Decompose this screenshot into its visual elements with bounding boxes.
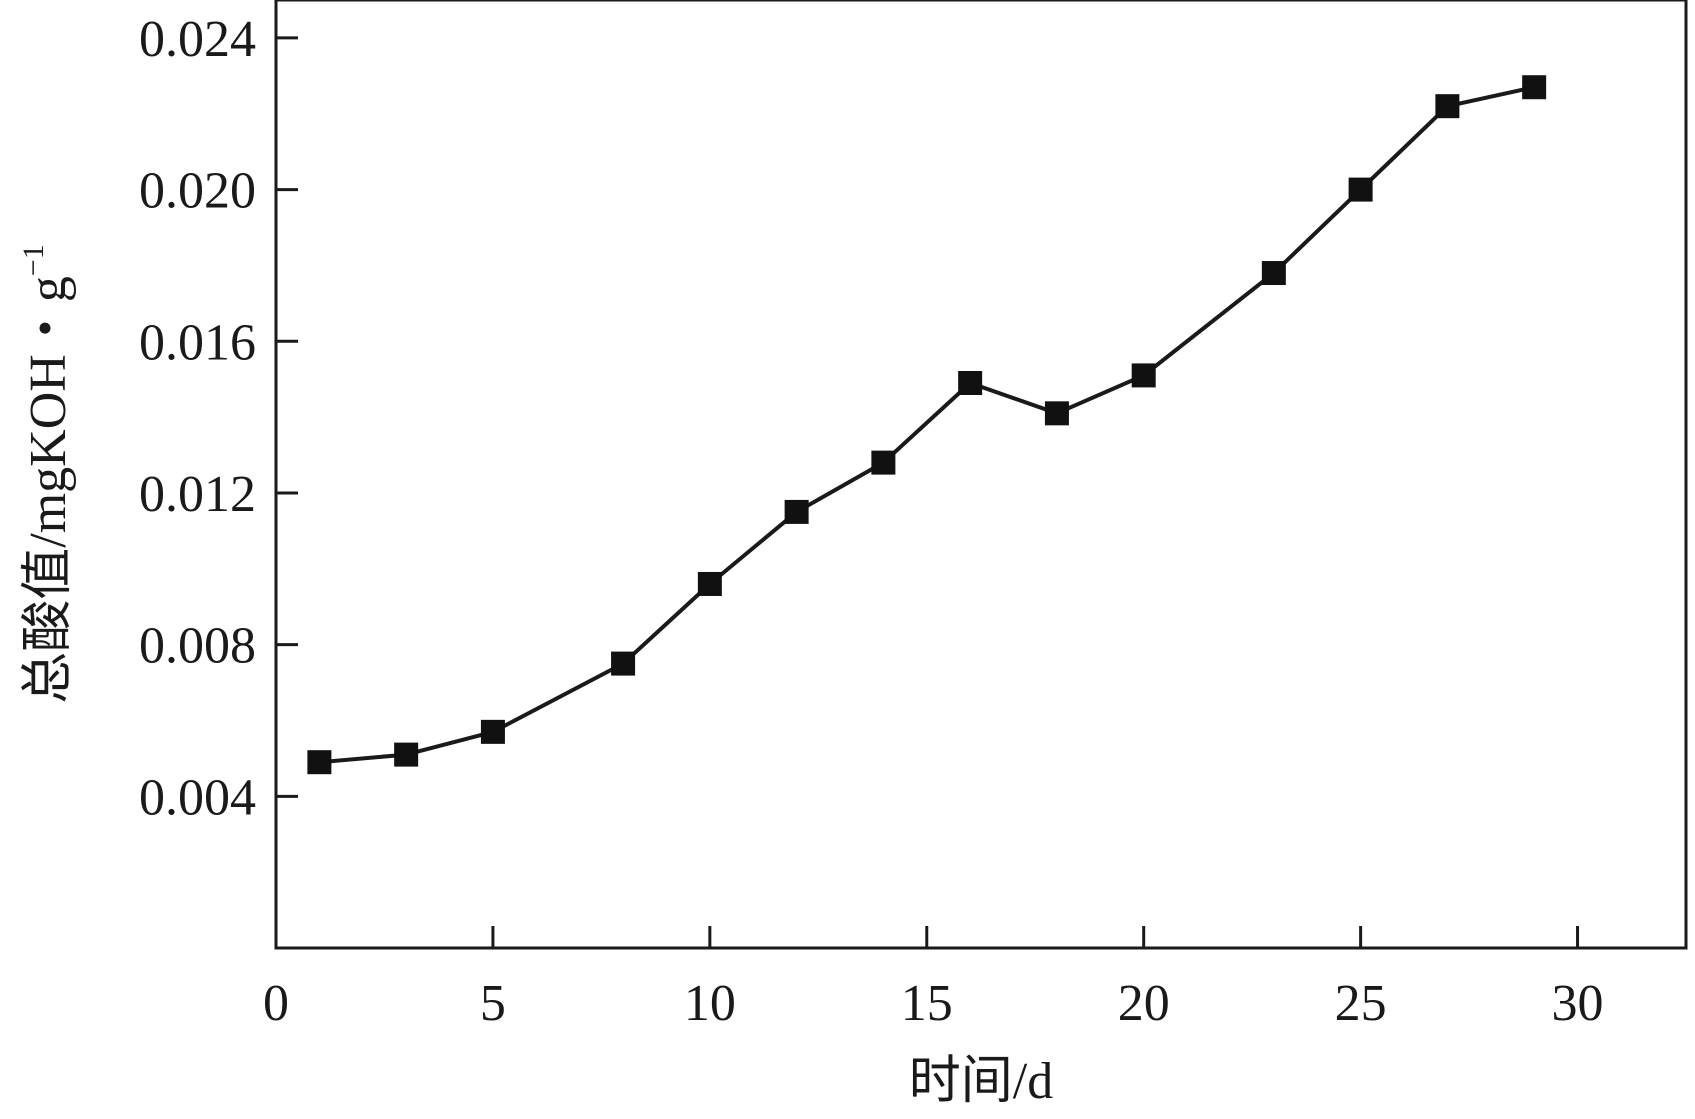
x-tick-label: 10 — [684, 975, 736, 1032]
x-tick-label: 20 — [1118, 975, 1170, 1032]
y-tick-label: 0.012 — [139, 466, 256, 523]
data-point — [784, 499, 809, 524]
x-tick-label: 15 — [901, 975, 953, 1032]
y-tick-label: 0.016 — [139, 314, 256, 371]
y-axis-title-main: 总酸值/mgKOH・g — [20, 276, 77, 704]
x-axis-title: 时间/d — [909, 1053, 1053, 1110]
data-point — [871, 450, 896, 475]
data-point — [307, 750, 332, 775]
data-point — [480, 719, 505, 744]
data-point — [1435, 94, 1460, 119]
y-tick-label: 0.008 — [139, 618, 256, 675]
data-point — [1131, 363, 1156, 388]
data-point — [1044, 401, 1069, 426]
x-axis: 0 5 10 15 20 25 30 — [263, 926, 1604, 1032]
x-tick-label: 25 — [1335, 975, 1387, 1032]
y-tick-label: 0.004 — [139, 769, 256, 826]
data-point — [611, 651, 636, 676]
x-tick-label: 30 — [1552, 975, 1604, 1032]
data-point — [394, 742, 419, 767]
y-axis-title: 总酸值/mgKOH・g−1 — [17, 244, 77, 703]
plot-frame — [274, 0, 1688, 950]
y-axis-title-superscript: −1 — [17, 244, 50, 276]
data-point — [697, 571, 722, 596]
x-tick-label: 5 — [480, 975, 506, 1032]
x-tick-label: 0 — [263, 975, 289, 1032]
series-line — [319, 85, 1535, 765]
data-point — [1522, 75, 1547, 100]
data-point — [1348, 177, 1373, 202]
data-point — [958, 370, 983, 395]
y-axis: 0.004 0.008 0.012 0.016 0.020 0.024 — [139, 11, 298, 826]
data-point — [1261, 261, 1286, 286]
data-points — [307, 75, 1547, 775]
y-tick-label: 0.024 — [139, 11, 256, 68]
y-tick-label: 0.020 — [139, 163, 256, 220]
